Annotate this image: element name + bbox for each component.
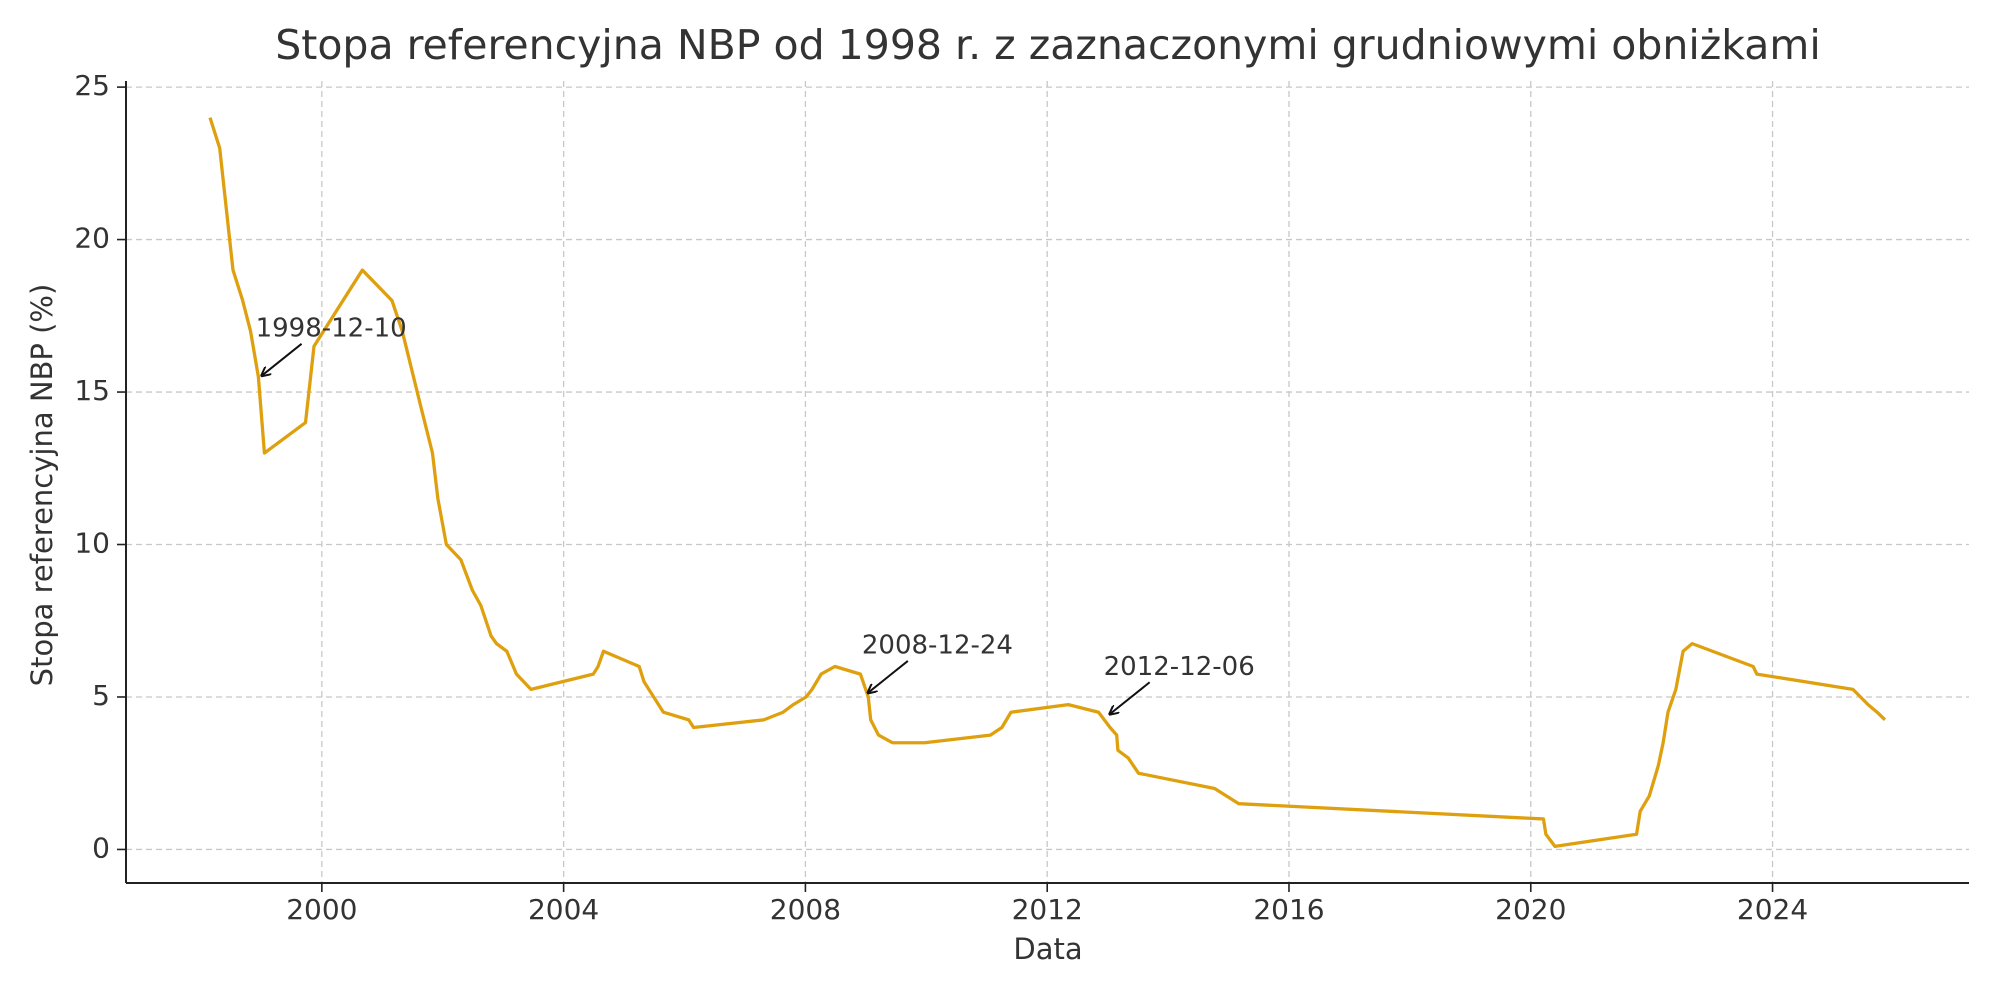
x-tick-label: 2008 (770, 893, 841, 926)
x-tick-label: 2024 (1737, 893, 1808, 926)
y-tick-label: 15 (74, 374, 110, 407)
y-tick-label: 0 (92, 831, 110, 864)
y-tick-label: 5 (92, 679, 110, 712)
x-tick-label: 2012 (1012, 893, 1083, 926)
annotation-text: 2012-12-06 (1104, 652, 1255, 682)
y-tick-label: 10 (74, 527, 110, 560)
annotation-arrow (262, 343, 303, 376)
annotation-text: 2008-12-24 (862, 630, 1013, 660)
x-tick-label: 2020 (1495, 893, 1566, 926)
x-tick-label: 2016 (1253, 893, 1324, 926)
chart-title: Stopa referencyjna NBP od 1998 r. z zazn… (275, 21, 1821, 69)
x-tick-label: 2000 (286, 893, 357, 926)
x-tick-label: 2004 (528, 893, 599, 926)
y-tick-label: 20 (74, 222, 110, 255)
annotation-arrow (868, 660, 909, 693)
data-line (208, 117, 1887, 849)
x-axis-label: Data (1013, 932, 1082, 966)
annotation-text: 1998-12-10 (256, 313, 407, 343)
annotation-arrow (1110, 681, 1151, 714)
y-tick-label: 25 (74, 69, 110, 102)
y-axis-label: Stopa referencyjna NBP (%) (25, 284, 59, 687)
